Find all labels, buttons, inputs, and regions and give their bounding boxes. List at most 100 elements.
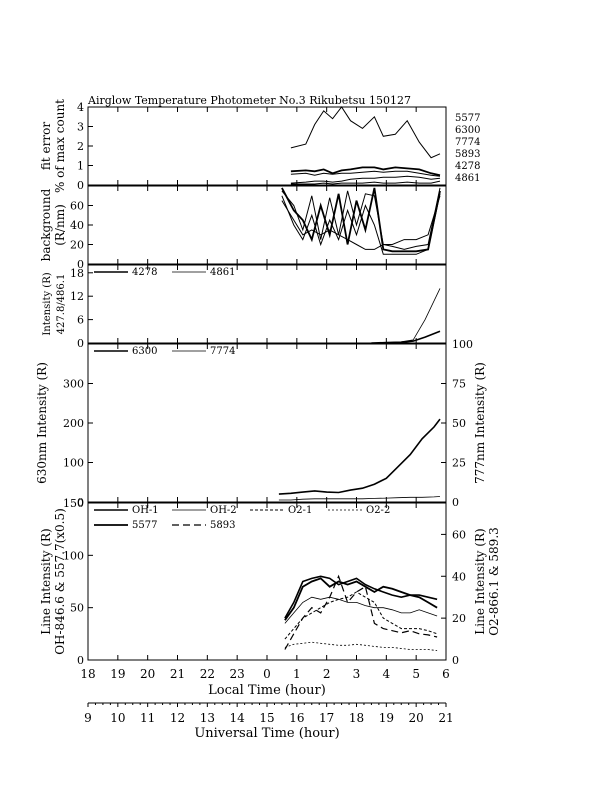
panel-frame [87,106,447,186]
y-axis-label: OH-846.6 & 557.7(x0.5) [53,508,67,655]
universal-time-tick: 13 [200,711,215,725]
series-line-4 [290,180,441,185]
local-time-tick: 4 [383,667,391,681]
y-axis-label: 427.8/486.1 [56,274,67,335]
legend-label: 5893 [210,520,235,531]
universal-time-tick: 17 [319,711,334,725]
local-time-tick: 6 [442,667,450,681]
y-tick-label: 0 [77,337,84,350]
series-line-6300 [278,418,441,495]
y-axis-label: Intensity (R) [42,272,53,335]
panel-intensity-630: 0 100 200 300 0 25 50 75 100 630nm Intensity (R) 7… [35,338,487,509]
series-line-O2-2 [284,641,438,651]
local-time-tick: 20 [140,667,155,681]
y-axis-label: fit error [39,122,53,170]
universal-time-label: Universal Time (hour) [194,726,339,741]
right-label: 7774 [455,137,480,148]
y-tick-label: 3 [77,121,84,134]
y-axis-label: % of max count [53,99,67,193]
y-axis-label: Line Intensity (R) [39,528,53,634]
local-time-tick: 3 [353,667,361,681]
series-group [281,187,441,255]
y-tick-label: 150 [63,497,84,510]
y-tick-label: 2 [77,140,84,153]
series-line-2 [281,193,441,255]
universal-time-tick: 15 [259,711,274,725]
y-tick-label: 100 [63,457,84,470]
universal-time-tick: 21 [438,711,453,725]
y-right-tick-label: 25 [452,457,466,470]
y-tick-label: 40 [70,219,84,232]
y-tick-label: 300 [63,378,84,391]
right-label: 4278 [455,161,480,172]
series-line-OH-2 [284,596,438,624]
series-line-7774 [278,496,441,501]
universal-time-tick: 12 [170,711,185,725]
series-line-0 [290,106,441,159]
series-group [290,106,441,185]
y-tick-label: 18 [70,267,84,280]
y-right-axis-label: 777nm Intensity (R) [473,362,487,484]
series-line-O2-1 [284,591,438,640]
panel-background: 0 20 40 60 background (R/nm) [39,185,447,271]
y-tick-label: 12 [70,290,84,303]
series-group [278,418,441,501]
legend-label: 7774 [210,346,235,357]
legend-label: O2-1 [288,505,312,516]
y-tick-label: 0 [77,496,84,509]
universal-time-tick: 16 [289,711,304,725]
y-right-tick-label: 0 [452,654,459,667]
y-right-axis-label: Line Intensity (R) [473,528,487,634]
right-label: 6300 [455,125,480,136]
right-label: 5577 [455,113,480,124]
universal-time-tick: 11 [140,711,155,725]
legend-label: 6300 [132,346,157,357]
y-tick-label: 200 [63,417,84,430]
figure-title: Airglow Temperature Photometer No.3 Riku… [87,94,411,107]
legend-label: OH-1 [132,505,159,516]
panel-fit-error: 0 1 2 3 4 fit error% of max count 557763007774… [39,99,480,193]
series-line-2 [290,170,441,177]
panel-frame [87,343,447,503]
local-time-tick: 18 [80,667,95,681]
series-line-0 [281,187,441,250]
y-tick-label: 100 [63,549,84,562]
y-tick-label: 60 [70,200,84,213]
universal-time-tick: 14 [230,711,246,725]
local-time-tick: 5 [412,667,420,681]
y-right-axis-label: O2-866.1 & 589.3 [487,527,501,636]
y-tick-label: 6 [77,314,84,327]
universal-time-tick: 9 [84,711,92,725]
y-right-tick-label: 60 [452,528,466,541]
y-right-tick-label: 100 [452,338,473,351]
legend: 4278 4861 [94,267,235,278]
y-tick-label: 0 [77,654,84,667]
legend-label: 4278 [132,267,157,278]
series-line-4861 [371,288,441,344]
y-tick-label: 1 [77,160,84,173]
universal-time-tick: 10 [110,711,125,725]
series-line-5577 [284,577,438,621]
series-line-1 [281,187,441,253]
y-tick-label: 0 [77,258,84,271]
series-group [284,574,438,651]
local-time-tick: 0 [263,667,271,681]
legend-label: O2-2 [366,505,390,516]
universal-time-tick: 19 [379,711,394,725]
y-tick-label: 50 [70,602,84,615]
legend-label: 4861 [210,267,235,278]
right-label: 4861 [455,173,480,184]
local-time-tick: 2 [323,667,331,681]
y-right-tick-label: 50 [452,417,466,430]
y-right-tick-label: 0 [452,496,459,509]
universal-time-tick: 20 [409,711,424,725]
y-tick-label: 4 [77,101,84,114]
y-axis-label: 630nm Intensity (R) [35,362,49,484]
legend: OH-1 OH-2 O2-1 O2-2 5577 5893 [94,505,390,531]
panel-intensity-427: 0 6 12 18 Intensity (R) 427.8/486.1 4278 4861 [42,264,447,350]
series-group [371,288,441,344]
y-tick-label: 0 [77,179,84,192]
